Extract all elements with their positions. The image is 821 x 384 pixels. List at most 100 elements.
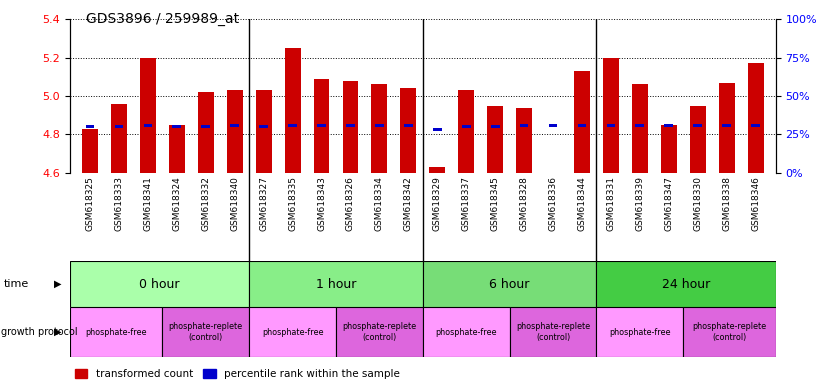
Text: GSM618332: GSM618332 [201,176,210,231]
Bar [751,124,760,127]
Bar [288,124,297,127]
Bar [520,124,529,127]
Bar [423,307,510,357]
Text: GSM618339: GSM618339 [635,176,644,231]
Bar [661,125,677,173]
Bar [462,125,470,129]
Bar [231,124,239,127]
Text: GSM618344: GSM618344 [577,176,586,231]
Bar [201,125,210,129]
Text: GSM618338: GSM618338 [722,176,732,231]
Text: phosphate-replete
(control): phosphate-replete (control) [169,323,243,342]
Bar [375,124,383,127]
Bar [683,307,776,357]
Bar [346,124,355,127]
Text: GSM618335: GSM618335 [288,176,297,231]
Bar [172,125,181,129]
Text: GSM618337: GSM618337 [461,176,470,231]
Bar [111,104,127,173]
Bar [227,90,243,173]
Text: GSM618342: GSM618342 [404,176,413,231]
Text: phosphate-replete
(control): phosphate-replete (control) [516,323,590,342]
Bar [82,129,98,173]
Bar [748,63,764,173]
Text: GSM618340: GSM618340 [230,176,239,231]
Bar [371,84,388,173]
Text: GSM618341: GSM618341 [144,176,153,231]
Text: GSM618326: GSM618326 [346,176,355,231]
Bar [423,261,596,307]
Bar [336,307,423,357]
Text: GSM618329: GSM618329 [433,176,442,231]
Bar [607,124,615,127]
Text: 6 hour: 6 hour [489,278,530,291]
Text: GSM618346: GSM618346 [751,176,760,231]
Text: GSM618324: GSM618324 [172,176,181,231]
Bar [198,92,213,173]
Text: GSM618333: GSM618333 [114,176,123,231]
Bar [632,84,648,173]
Text: phosphate-free: phosphate-free [435,328,497,337]
Text: ▶: ▶ [53,327,62,337]
Text: phosphate-free: phosphate-free [262,328,323,337]
Bar [404,124,413,127]
Bar [342,81,359,173]
Text: GSM618345: GSM618345 [491,176,500,231]
Text: phosphate-replete
(control): phosphate-replete (control) [342,323,416,342]
Text: GSM618336: GSM618336 [548,176,557,231]
Bar [487,106,503,173]
Bar [718,83,735,173]
Text: growth protocol: growth protocol [1,327,77,337]
Bar [314,79,329,173]
Text: GSM618347: GSM618347 [664,176,673,231]
Text: GSM618331: GSM618331 [607,176,616,231]
Text: GSM618327: GSM618327 [259,176,268,231]
Bar [603,58,619,173]
Bar [70,261,250,307]
Text: 24 hour: 24 hour [662,278,710,291]
Bar [259,125,268,129]
Text: GSM618325: GSM618325 [85,176,94,231]
Text: GSM618328: GSM618328 [520,176,529,231]
Bar [169,125,185,173]
Bar [510,307,596,357]
Text: GDS3896 / 259989_at: GDS3896 / 259989_at [86,12,240,25]
Bar [250,261,423,307]
Text: ▶: ▶ [53,279,62,289]
Bar [596,261,776,307]
Bar [516,108,532,173]
Bar [85,125,94,129]
Text: phosphate-replete
(control): phosphate-replete (control) [692,323,767,342]
Text: 1 hour: 1 hour [316,278,356,291]
Text: phosphate-free: phosphate-free [609,328,671,337]
Bar [285,48,300,173]
Bar [255,90,272,173]
Bar [429,167,445,173]
Text: phosphate-free: phosphate-free [85,328,147,337]
Text: time: time [4,279,30,289]
Text: GSM618330: GSM618330 [693,176,702,231]
Bar [596,307,683,357]
Bar [458,90,475,173]
Bar [401,88,416,173]
Bar [163,307,250,357]
Bar [578,124,586,127]
Bar [635,124,644,127]
Bar [664,124,673,127]
Bar [491,125,499,129]
Legend: transformed count, percentile rank within the sample: transformed count, percentile rank withi… [75,369,400,379]
Bar [144,124,152,127]
Bar [115,125,123,129]
Bar [70,307,163,357]
Bar [317,124,326,127]
Bar [690,106,706,173]
Bar [140,58,156,173]
Bar [433,128,442,131]
Text: GSM618334: GSM618334 [375,176,384,231]
Bar [694,124,702,127]
Bar [250,307,336,357]
Text: 0 hour: 0 hour [140,278,180,291]
Bar [545,173,561,194]
Bar [548,124,557,127]
Bar [574,71,590,173]
